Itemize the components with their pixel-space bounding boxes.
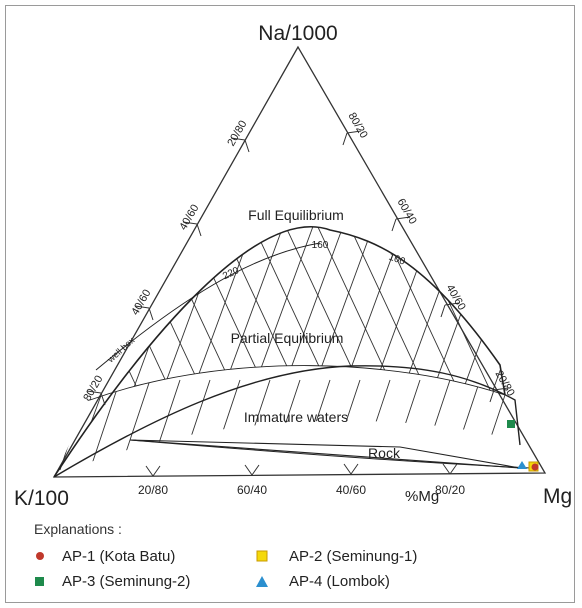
grid-line (399, 226, 505, 477)
right-tick-label: 20/80 (493, 369, 517, 399)
well-box-curve (95, 242, 321, 371)
legend-marker-circle (36, 552, 44, 560)
rock-zone-outline (129, 439, 521, 469)
grid-line (489, 226, 505, 477)
legend-marker-triangle (256, 576, 268, 587)
bottom-tick-label: 60/40 (237, 483, 267, 497)
vertex-left-label: K/100 (14, 487, 69, 510)
legend-item-label: AP-2 (Seminung-1) (289, 548, 417, 565)
grid-line (359, 226, 501, 477)
tick-marks (86, 130, 509, 477)
grid-line (327, 226, 469, 477)
ternary-triangle (52, 45, 547, 478)
grid-line (419, 379, 451, 471)
grid-line (391, 226, 505, 477)
grid-line (149, 379, 181, 471)
sample-point-ap4 (517, 461, 527, 469)
sample-point-ap3 (507, 420, 515, 428)
figure-frame (5, 5, 575, 603)
zone-partial-equilibrium-label: Partial Equilibrium (231, 330, 344, 346)
bottom-tick-label: 80/20 (435, 483, 465, 497)
legend-marker-square-open (256, 550, 268, 562)
grid-line (299, 379, 331, 471)
legend-item-label: AP-4 (Lombok) (289, 573, 390, 590)
left-tick-label: 80/20 (81, 374, 105, 404)
zone-immature-waters-label: Immature waters (244, 409, 348, 425)
grid-line (99, 226, 211, 477)
grid-line (54, 379, 61, 471)
legend-marker-square (35, 577, 44, 586)
legend-title: Explanations : (34, 521, 122, 537)
temperature-100-label: 100 (387, 252, 407, 268)
grid-line (54, 226, 181, 477)
grid-line (119, 379, 151, 471)
rock-zone-lower (129, 439, 531, 469)
grid-line (369, 226, 481, 477)
grid-line (103, 226, 245, 477)
sample-point-ap1 (531, 463, 539, 471)
bottom-tick-label: 40/60 (336, 483, 366, 497)
zone-rock-label: Rock (368, 445, 401, 461)
grid-line (54, 226, 151, 477)
grid-line (89, 379, 121, 471)
grid-line (339, 226, 451, 477)
vertex-right-label: Mg (543, 485, 572, 508)
legend-item-label: AP-3 (Seminung-2) (62, 573, 190, 590)
grid-line (423, 226, 505, 477)
right-tick-label: 40/60 (444, 283, 468, 313)
zone-full-equilibrium-label: Full Equilibrium (248, 207, 344, 223)
grid-line (459, 226, 505, 477)
partial-lower-line (89, 365, 506, 401)
left-tick-label: 40/60 (129, 288, 153, 318)
grid-line (209, 379, 241, 471)
legend-item-label: AP-1 (Kota Batu) (62, 548, 175, 565)
grid-line (179, 379, 211, 471)
vertex-top-label: Na/1000 (258, 22, 337, 45)
temperature-160-label: 160 (312, 240, 329, 251)
grid-line (520, 180, 582, 480)
grid-line (487, 226, 505, 477)
bottom-axis-label: %Mg (405, 488, 439, 505)
right-tick-label: 60/40 (395, 197, 419, 227)
grid-line (239, 379, 271, 471)
full-equilibrium-line (53, 226, 506, 478)
bottom-tick-label: 20/80 (138, 483, 168, 497)
grid-line (269, 379, 301, 471)
